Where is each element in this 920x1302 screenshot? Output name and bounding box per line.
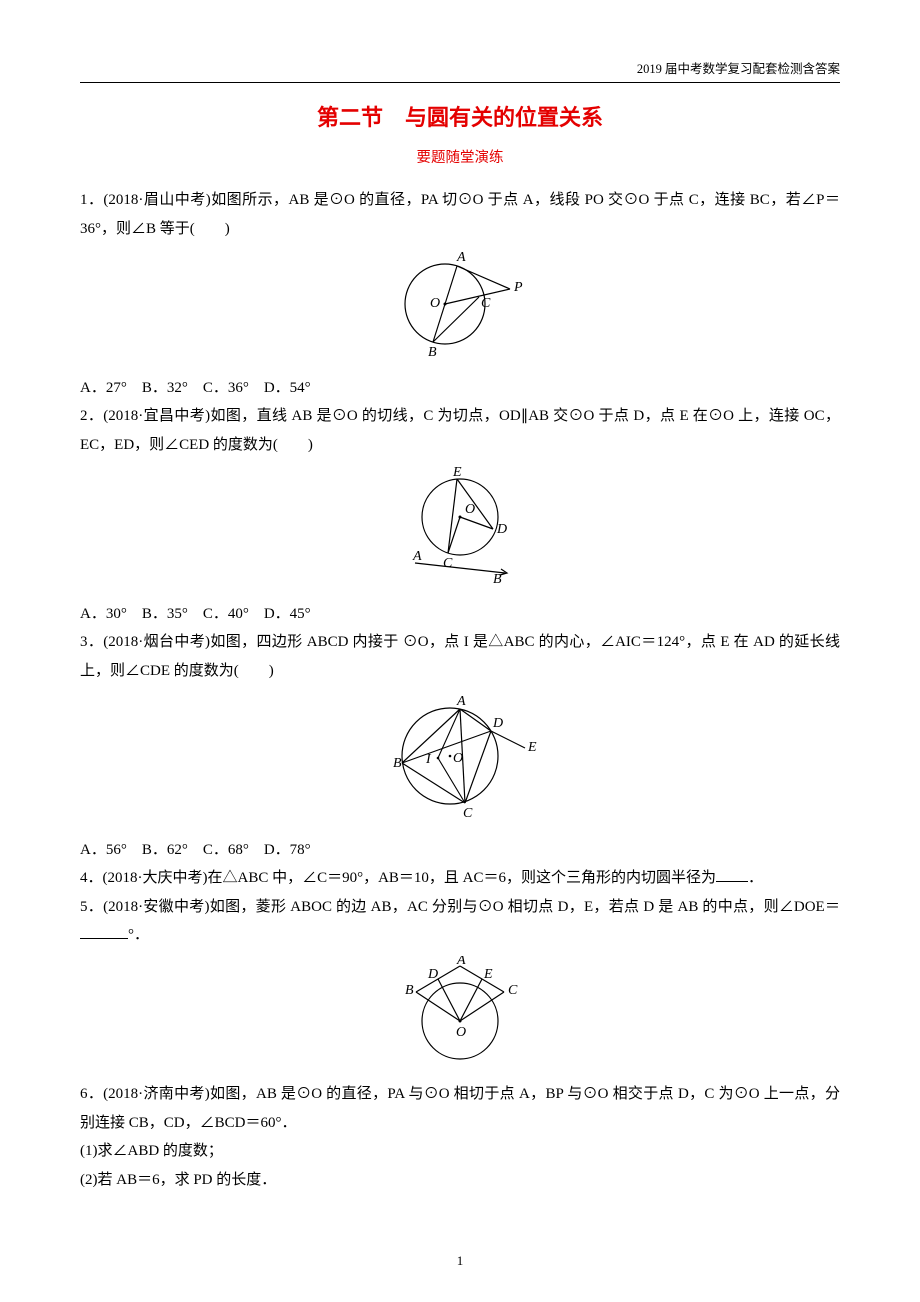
svg-text:I: I <box>425 752 432 767</box>
svg-text:B: B <box>393 756 402 771</box>
svg-text:C: C <box>463 806 473 821</box>
q5-text: 5．(2018·安徽中考)如图，菱形 ABOC 的边 AB，AC 分别与⊙O 相… <box>80 893 840 950</box>
svg-text:D: D <box>492 716 503 731</box>
q6-text: 6．(2018·济南中考)如图，AB 是⊙O 的直径，PA 与⊙O 相切于点 A… <box>80 1080 840 1137</box>
svg-text:O: O <box>453 751 463 766</box>
svg-text:E: E <box>452 465 462 480</box>
svg-text:P: P <box>513 280 523 295</box>
svg-text:A: A <box>456 956 466 968</box>
q3-options: A．56° B．62° C．68° D．78° <box>80 836 840 865</box>
svg-text:A: A <box>456 694 466 709</box>
svg-text:A: A <box>456 250 466 265</box>
svg-text:C: C <box>481 296 491 311</box>
svg-text:C: C <box>443 556 453 571</box>
svg-text:B: B <box>428 345 437 359</box>
page-title: 第二节 与圆有关的位置关系 <box>80 97 840 139</box>
svg-text:B: B <box>493 572 502 585</box>
q6-part1: (1)求∠ABD 的度数； <box>80 1137 840 1166</box>
q3-text: 3．(2018·烟台中考)如图，四边形 ABCD 内接于 ⊙O，点 I 是△AB… <box>80 628 840 685</box>
q2-text: 2．(2018·宜昌中考)如图，直线 AB 是⊙O 的切线，C 为切点，OD∥A… <box>80 402 840 459</box>
q4-text: 4．(2018·大庆中考)在△ABC 中，∠C＝90°，AB＝10，且 AC＝6… <box>80 864 840 893</box>
q6-part2: (2)若 AB＝6，求 PD 的长度． <box>80 1166 840 1195</box>
q4-tail: ． <box>748 870 763 886</box>
svg-text:E: E <box>483 967 493 982</box>
q5-figure: A B C D E O <box>80 956 840 1077</box>
q5-blank <box>80 924 128 939</box>
q1-text: 1．(2018·眉山中考)如图所示，AB 是⊙O 的直径，PA 切⊙O 于点 A… <box>80 186 840 243</box>
q3-figure: A B C D E I O <box>80 691 840 832</box>
svg-text:A: A <box>412 549 422 564</box>
page-subtitle: 要题随堂演练 <box>80 145 840 173</box>
svg-text:E: E <box>527 740 537 755</box>
q2-figure: E O D A C B <box>80 465 840 596</box>
q4-blank <box>716 867 748 882</box>
q1-options: A．27° B．32° C．36° D．54° <box>80 374 840 403</box>
page: 2019 届中考数学复习配套检测含答案 第二节 与圆有关的位置关系 要题随堂演练… <box>0 0 920 1302</box>
q5-tail: °． <box>128 927 149 943</box>
svg-text:O: O <box>456 1025 466 1040</box>
header-note: 2019 届中考数学复习配套检测含答案 <box>637 58 840 82</box>
svg-text:D: D <box>496 522 507 537</box>
q2-options: A．30° B．35° C．40° D．45° <box>80 600 840 629</box>
svg-text:C: C <box>508 983 518 998</box>
top-rule <box>80 82 840 83</box>
svg-text:B: B <box>405 983 414 998</box>
svg-text:O: O <box>430 296 440 311</box>
page-number: 1 <box>0 1249 920 1274</box>
q1-figure: A P O C B <box>80 249 840 370</box>
q4-stem: 4．(2018·大庆中考)在△ABC 中，∠C＝90°，AB＝10，且 AC＝6… <box>80 870 716 886</box>
svg-text:O: O <box>465 502 475 517</box>
svg-text:D: D <box>427 967 438 982</box>
q5-stem: 5．(2018·安徽中考)如图，菱形 ABOC 的边 AB，AC 分别与⊙O 相… <box>80 899 840 915</box>
